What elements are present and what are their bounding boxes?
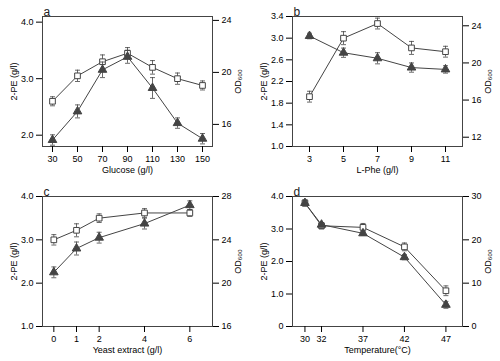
svg-text:3: 3 [307, 154, 312, 164]
svg-text:16: 16 [222, 321, 232, 331]
svg-text:0: 0 [51, 334, 56, 344]
svg-text:24: 24 [472, 21, 482, 31]
svg-text:b: b [294, 5, 301, 19]
svg-text:2.0: 2.0 [271, 256, 284, 266]
svg-text:3.0: 3.0 [271, 224, 284, 234]
svg-text:28: 28 [222, 191, 232, 201]
svg-text:1.0: 1.0 [271, 289, 284, 299]
svg-text:OD₆₀₀: OD₆₀₀ [233, 249, 243, 274]
svg-text:20: 20 [472, 235, 482, 245]
svg-text:42: 42 [399, 334, 409, 344]
svg-text:24: 24 [222, 235, 232, 245]
svg-text:3.0: 3.0 [271, 33, 284, 43]
svg-text:2-PE (g/l): 2-PE (g/l) [259, 242, 269, 280]
svg-text:3.0: 3.0 [21, 74, 34, 84]
svg-text:L-Phe (g/l): L-Phe (g/l) [356, 165, 398, 175]
svg-text:3.4: 3.4 [271, 11, 284, 21]
svg-text:a: a [44, 5, 51, 19]
svg-text:9: 9 [409, 154, 414, 164]
svg-text:110: 110 [145, 154, 159, 164]
svg-text:130: 130 [170, 154, 185, 164]
svg-text:2.6: 2.6 [271, 55, 284, 65]
svg-text:OD₆₀₀: OD₆₀₀ [233, 69, 243, 94]
svg-text:4: 4 [142, 334, 147, 344]
svg-text:30: 30 [300, 334, 310, 344]
svg-text:Temperature(°C): Temperature(°C) [344, 345, 411, 355]
svg-text:30: 30 [47, 154, 57, 164]
svg-text:37: 37 [358, 334, 368, 344]
svg-text:150: 150 [195, 154, 210, 164]
svg-text:7: 7 [375, 154, 380, 164]
svg-text:Yeast extract (g/l): Yeast extract (g/l) [93, 345, 163, 355]
svg-text:4.0: 4.0 [21, 17, 34, 27]
svg-text:Glucose (g/l): Glucose (g/l) [102, 165, 153, 175]
svg-text:4.0: 4.0 [271, 191, 284, 201]
svg-text:1.4: 1.4 [271, 120, 284, 130]
svg-text:0: 0 [278, 321, 283, 331]
svg-text:20: 20 [472, 58, 482, 68]
svg-text:c: c [44, 185, 50, 199]
svg-text:30: 30 [472, 191, 482, 201]
svg-text:OD₆₀₀: OD₆₀₀ [483, 249, 493, 274]
svg-text:2: 2 [97, 334, 102, 344]
svg-text:12: 12 [472, 132, 482, 142]
svg-text:1.0: 1.0 [21, 321, 34, 331]
svg-text:20: 20 [222, 67, 232, 77]
svg-text:47: 47 [441, 334, 451, 344]
svg-text:24: 24 [222, 15, 232, 25]
svg-text:OD₆₀₀: OD₆₀₀ [483, 69, 493, 94]
svg-text:1.8: 1.8 [271, 98, 284, 108]
svg-text:10: 10 [472, 278, 482, 288]
svg-text:6: 6 [187, 334, 192, 344]
svg-text:16: 16 [472, 95, 482, 105]
svg-text:90: 90 [122, 154, 132, 164]
svg-text:16: 16 [222, 119, 232, 129]
svg-text:4.0: 4.0 [21, 191, 34, 201]
svg-text:32: 32 [317, 334, 327, 344]
svg-text:11: 11 [441, 154, 450, 164]
svg-text:2-PE (g/l): 2-PE (g/l) [9, 242, 19, 280]
svg-text:2.2: 2.2 [271, 76, 284, 86]
svg-text:3.0: 3.0 [21, 235, 34, 245]
svg-text:2.0: 2.0 [21, 278, 34, 288]
svg-text:d: d [294, 185, 301, 199]
svg-text:2.0: 2.0 [21, 130, 34, 140]
svg-text:5: 5 [341, 154, 346, 164]
svg-text:2-PE (g/l): 2-PE (g/l) [9, 62, 19, 100]
svg-text:20: 20 [222, 278, 232, 288]
svg-text:1.0: 1.0 [271, 141, 284, 151]
svg-text:1: 1 [74, 334, 79, 344]
svg-text:0: 0 [472, 321, 477, 331]
svg-text:2-PE (g/l): 2-PE (g/l) [259, 62, 269, 100]
svg-text:70: 70 [97, 154, 107, 164]
svg-text:50: 50 [72, 154, 82, 164]
